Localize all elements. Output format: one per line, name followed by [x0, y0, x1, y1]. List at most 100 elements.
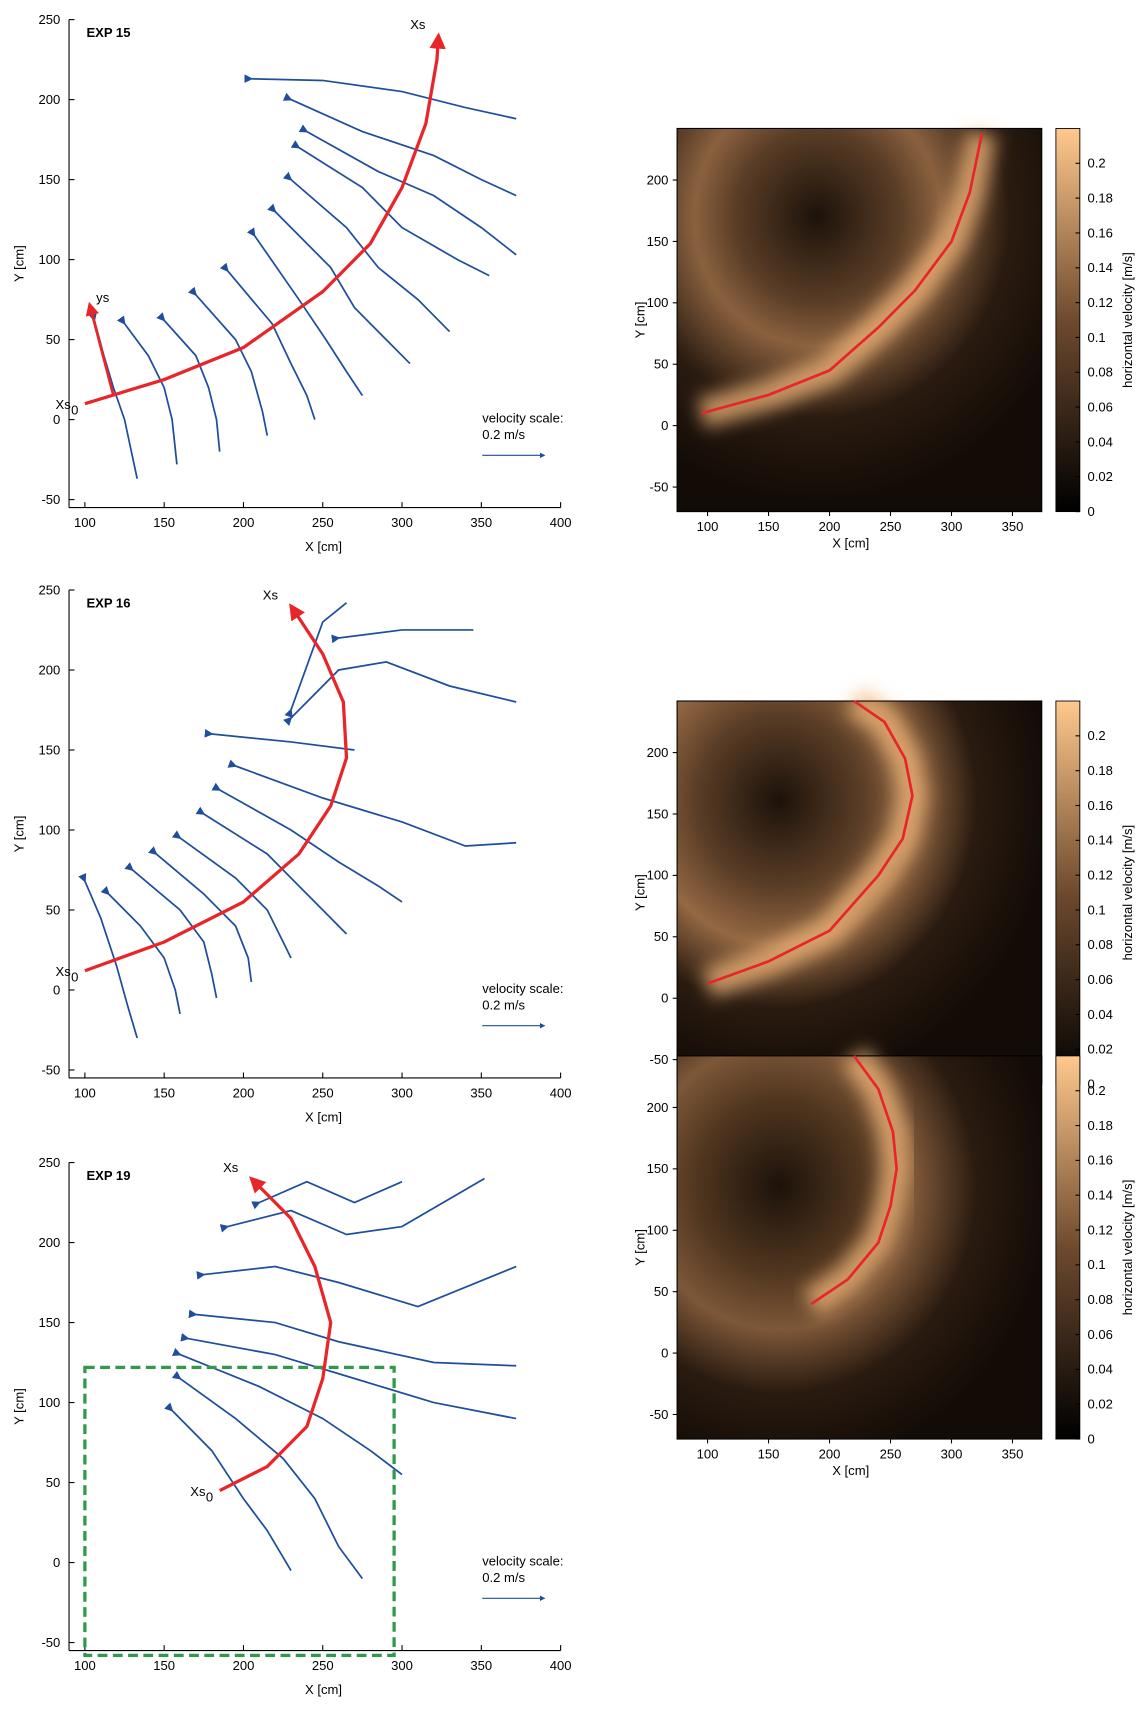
velocity-profile [171, 1347, 403, 1476]
x-tick-label: 300 [941, 519, 963, 534]
colorbar-tick-label: 0.02 [1087, 1397, 1112, 1412]
colorbar-tick-label: 0.2 [1087, 728, 1105, 743]
y-axis-label: Y [cm] [11, 816, 26, 853]
colorbar [1055, 1055, 1081, 1440]
colorbar-label: horizontal velocity [m/s] [1120, 825, 1135, 961]
y-axis-label: Y [cm] [11, 245, 26, 282]
colorbar-tick-label: 0 [1087, 1431, 1094, 1446]
start-label: Xs [190, 1484, 206, 1499]
colorbar-tick-label: 0.06 [1087, 1327, 1112, 1342]
x-tick-label: 200 [819, 519, 841, 534]
colorbar-tick-label: 0.06 [1087, 399, 1112, 414]
velocity-profile [219, 1177, 485, 1236]
colorbar [1055, 128, 1081, 513]
colorbar-tick-label: 0.04 [1087, 1362, 1112, 1377]
velocity-profile [284, 602, 348, 718]
x-tick-label: 200 [233, 1086, 255, 1101]
plot-frame [676, 127, 1043, 513]
velocity-profile [100, 886, 181, 1015]
curvilinear-axis [218, 1176, 333, 1492]
colorbar-tick-label: 0.14 [1087, 260, 1112, 275]
panel-title: EXP 15 [86, 25, 130, 40]
x-tick-label: 250 [312, 1658, 334, 1673]
curvilinear-axis [701, 133, 984, 415]
y-tick-label: 100 [647, 1223, 669, 1238]
y-axis-label: Y [cm] [632, 874, 647, 911]
colorbar-label: horizontal velocity [m/s] [1120, 1180, 1135, 1316]
velocity-profile [171, 830, 292, 959]
y-tick-label: 0 [661, 1345, 668, 1360]
plot-frame [676, 1055, 1043, 1440]
y-tick-label: 100 [647, 868, 669, 883]
x-tick-label: 300 [941, 1447, 963, 1462]
normal-label: ys [96, 290, 110, 305]
velocity-profile [227, 759, 517, 847]
velocity-profile [298, 124, 517, 256]
colorbar-tick-label: 0.16 [1087, 1153, 1112, 1168]
y-tick-label: 0 [661, 418, 668, 433]
x-tick-label: 150 [758, 1447, 780, 1462]
velocity-profile [116, 315, 178, 465]
y-tick-label: 200 [39, 1235, 61, 1250]
x-tick-label: 100 [74, 1086, 96, 1101]
velocity-scale-text: velocity scale: [482, 1554, 563, 1569]
y-tick-label: 200 [39, 92, 61, 107]
colorbar-tick-label: 0.16 [1087, 225, 1112, 240]
colorbar-tick-label: 0.2 [1087, 156, 1105, 171]
x-tick-label: 400 [550, 1086, 572, 1101]
velocity-profile [124, 862, 218, 999]
y-tick-label: 150 [647, 1161, 669, 1176]
colorbar-tick-label: 0.08 [1087, 365, 1112, 380]
velocity-profile [267, 203, 411, 365]
velocity-profile [196, 1265, 517, 1308]
colorbar-label: horizontal velocity [m/s] [1120, 252, 1135, 388]
panel-title: EXP 16 [86, 595, 130, 610]
velocity-profile [246, 227, 364, 397]
x-tick-label: 150 [153, 1086, 175, 1101]
colorbar-tick-label: 0.18 [1087, 1118, 1112, 1133]
velocity-profile [204, 728, 355, 751]
highlight-box [83, 1365, 396, 1657]
colorbar-tick-label: 0.18 [1087, 763, 1112, 778]
velocity-profile [188, 1309, 517, 1367]
x-tick-label: 300 [391, 1658, 413, 1673]
colorbar-tick-label: 0.14 [1087, 1188, 1112, 1203]
colorbar [1055, 700, 1081, 1085]
curvilinear-axis [84, 32, 446, 406]
y-tick-label: -50 [650, 479, 669, 494]
y-tick-label: 250 [39, 582, 61, 597]
velocity-scale-value: 0.2 m/s [482, 427, 525, 442]
y-tick-label: 0 [53, 982, 60, 997]
colorbar-tick-label: 0.08 [1087, 1292, 1112, 1307]
y-tick-label: 100 [39, 252, 61, 267]
x-tick-label: 350 [470, 1658, 492, 1673]
x-tick-label: 150 [153, 515, 175, 530]
colorbar-tick-label: 0.02 [1087, 469, 1112, 484]
y-tick-label: 200 [647, 1100, 669, 1115]
y-tick-label: 250 [39, 1155, 61, 1170]
curve-label: Xs [223, 1160, 239, 1175]
velocity-profile [156, 312, 221, 452]
curvilinear-axis [707, 699, 914, 985]
colorbar-tick-label: 0.18 [1087, 190, 1112, 205]
velocity-profile [164, 1402, 292, 1571]
colorbar-tick-label: 0.14 [1087, 833, 1112, 848]
x-tick-label: 100 [697, 519, 719, 534]
velocity-scale-value: 0.2 m/s [482, 1570, 525, 1585]
y-tick-label: -50 [41, 1062, 60, 1077]
colorbar-tick-label: 0.04 [1087, 1007, 1112, 1022]
velocity-profile [331, 629, 474, 644]
x-tick-label: 100 [697, 1447, 719, 1462]
panel-title: EXP 19 [86, 1168, 130, 1183]
curve-label: Xs [263, 587, 279, 602]
curve-label: Xs [410, 17, 426, 32]
velocity-profile [219, 262, 316, 420]
y-tick-label: 200 [647, 745, 669, 760]
velocity-profile [211, 782, 403, 903]
y-tick-label: 150 [39, 1315, 61, 1330]
y-axis-label: Y [cm] [632, 302, 647, 339]
x-axis-label: X [cm] [832, 1463, 869, 1478]
x-tick-label: 100 [74, 1658, 96, 1673]
x-tick-label: 350 [1002, 519, 1024, 534]
